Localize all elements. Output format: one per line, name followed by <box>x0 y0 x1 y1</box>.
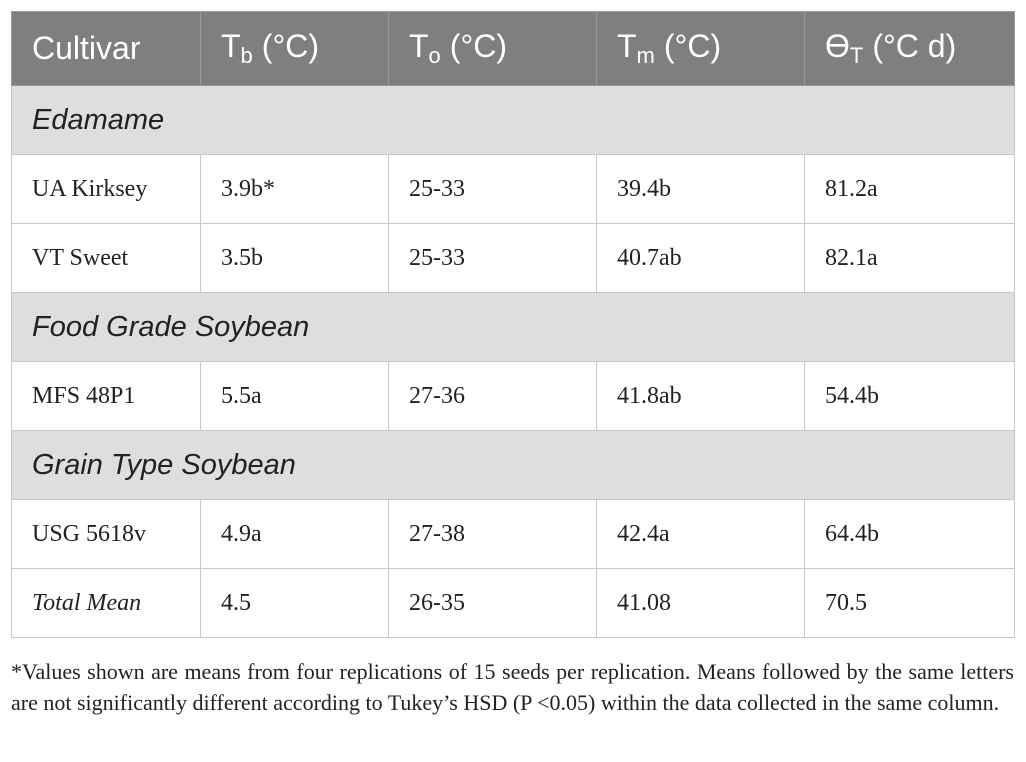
cell: 27-36 <box>388 361 597 431</box>
header-unit: (°C) <box>663 28 722 64</box>
cell: 40.7ab <box>596 223 805 293</box>
cell: 41.08 <box>596 568 805 638</box>
header-symbol: ϴ <box>825 28 850 64</box>
column-header: Tb (°C) <box>200 11 389 86</box>
header-subscript: b <box>240 43 253 68</box>
cell: 54.4b <box>804 361 1015 431</box>
data-row: MFS 48P1 5.5a 27-36 41.8ab 54.4b <box>11 361 1015 431</box>
cell: 3.9b* <box>200 154 389 224</box>
cell: 41.8ab <box>596 361 805 431</box>
header-symbol: Cultivar <box>32 30 141 66</box>
column-header: To (°C) <box>388 11 597 86</box>
group-title: Grain Type Soybean <box>11 430 1015 500</box>
table-body: Edamame UA Kirksey 3.9b* 25-33 39.4b 81.2a VT … <box>11 85 1015 638</box>
cell: USG 5618v <box>11 499 201 569</box>
header-symbol: T <box>617 28 637 64</box>
header-unit: (°C) <box>449 28 508 64</box>
header-symbol: T <box>221 28 241 64</box>
column-header: ϴT (°C d) <box>804 11 1015 86</box>
cell: 39.4b <box>596 154 805 224</box>
cell: 70.5 <box>804 568 1015 638</box>
cell: UA Kirksey <box>11 154 201 224</box>
cell: MFS 48P1 <box>11 361 201 431</box>
cell: 27-38 <box>388 499 597 569</box>
data-row: Total Mean 4.5 26-35 41.08 70.5 <box>11 568 1015 638</box>
group-row: Grain Type Soybean <box>11 430 1015 500</box>
data-row: UA Kirksey 3.9b* 25-33 39.4b 81.2a <box>11 154 1015 224</box>
data-row: VT Sweet 3.5b 25-33 40.7ab 82.1a <box>11 223 1015 293</box>
group-title: Edamame <box>11 85 1015 155</box>
header-subscript: T <box>849 43 864 68</box>
header-row: Cultivar Tb (°C) To (°C) Tm (°C) ϴT (°C d) <box>11 11 1015 86</box>
header-subscript: o <box>428 43 441 68</box>
group-row: Food Grade Soybean <box>11 292 1015 362</box>
cell: 25-33 <box>388 154 597 224</box>
cell: 64.4b <box>804 499 1015 569</box>
cell: 42.4a <box>596 499 805 569</box>
data-table: Cultivar Tb (°C) To (°C) Tm (°C) ϴT (°C d) Edama… <box>11 11 1015 638</box>
column-header: Cultivar <box>11 11 201 86</box>
group-title: Food Grade Soybean <box>11 292 1015 362</box>
cell: 82.1a <box>804 223 1015 293</box>
footnote: *Values shown are means from four replic… <box>11 659 1014 715</box>
header-subscript: m <box>636 43 655 68</box>
cell: 26-35 <box>388 568 597 638</box>
cell: 5.5a <box>200 361 389 431</box>
group-row: Edamame <box>11 85 1015 155</box>
header-unit: (°C d) <box>872 28 957 64</box>
cell: 4.5 <box>200 568 389 638</box>
cell: VT Sweet <box>11 223 201 293</box>
cell: Total Mean <box>11 568 201 638</box>
header-unit: (°C) <box>261 28 320 64</box>
cell: 25-33 <box>388 223 597 293</box>
cell: 3.5b <box>200 223 389 293</box>
data-row: USG 5618v 4.9a 27-38 42.4a 64.4b <box>11 499 1015 569</box>
column-header: Tm (°C) <box>596 11 805 86</box>
header-symbol: T <box>409 28 429 64</box>
cell: 4.9a <box>200 499 389 569</box>
cell: 81.2a <box>804 154 1015 224</box>
